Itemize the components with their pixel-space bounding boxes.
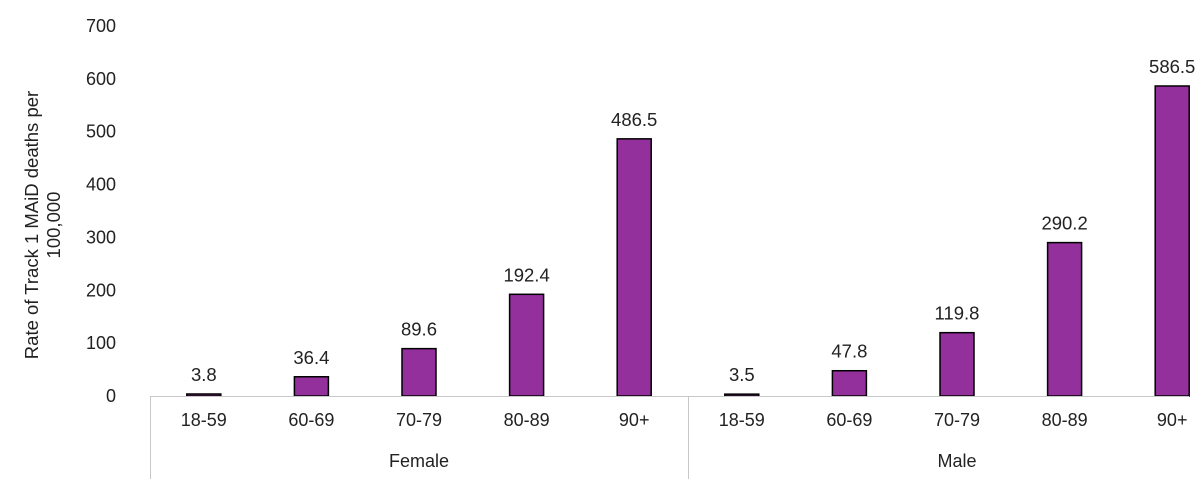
y-tick-label: 100: [86, 333, 116, 353]
data-label: 586.5: [1149, 56, 1195, 77]
x-tick-label: 80-89: [504, 410, 550, 430]
bars: [186, 85, 1190, 397]
data-label: 36.4: [293, 347, 329, 368]
y-axis-ticks: 0 100 200 300 400 500 600 700: [86, 16, 116, 406]
x-tick-label: 70-79: [396, 410, 442, 430]
y-tick-label: 700: [86, 16, 116, 36]
bar: [508, 293, 545, 397]
bar: [1154, 85, 1190, 397]
y-axis-title-line-1: Rate of Track 1 MAiD deaths per: [21, 91, 42, 359]
x-tick-label: 18-59: [719, 410, 765, 430]
data-label: 290.2: [1041, 213, 1087, 234]
x-tick-label: 70-79: [934, 410, 980, 430]
bar: [831, 369, 868, 397]
data-label: 192.4: [503, 264, 549, 285]
bar: [616, 138, 652, 397]
bar: [401, 347, 437, 397]
y-tick-label: 500: [86, 122, 116, 142]
y-axis-title-line-2: 100,000: [43, 192, 64, 259]
x-tick-label: 60-69: [288, 410, 334, 430]
bar: [939, 331, 975, 397]
data-label: 89.6: [401, 319, 437, 340]
x-tick-label: 18-59: [181, 410, 227, 430]
x-tick-label: 90+: [619, 410, 650, 430]
y-tick-label: 0: [106, 386, 116, 406]
bar: [724, 393, 760, 397]
bar: [186, 393, 222, 397]
group-label: Female: [389, 451, 449, 471]
y-tick-label: 600: [86, 69, 116, 89]
bar: [293, 376, 330, 397]
x-tick-label: 80-89: [1042, 410, 1088, 430]
data-label: 486.5: [611, 109, 657, 130]
group-label: Male: [937, 451, 976, 471]
y-tick-label: 400: [86, 175, 116, 195]
data-label: 119.8: [935, 303, 980, 324]
bar: [1046, 241, 1083, 397]
data-label: 3.5: [729, 364, 755, 385]
y-tick-label: 300: [86, 227, 116, 247]
value-labels: 3.8 36.4 89.6 192.4 486.5 3.5 47.8 119.8 290.2 58…: [191, 56, 1195, 385]
x-tick-label: 90+: [1157, 410, 1188, 430]
x-tick-label: 60-69: [826, 410, 872, 430]
y-axis-title: Rate of Track 1 MAiD deaths per 100,000: [21, 91, 64, 359]
data-label: 47.8: [831, 341, 867, 362]
x-axis: 18-59 60-69 70-79 80-89 90+ Female 18-59 60-69 7…: [150, 396, 1189, 479]
data-label: 3.8: [191, 364, 217, 385]
y-tick-label: 200: [86, 280, 116, 300]
